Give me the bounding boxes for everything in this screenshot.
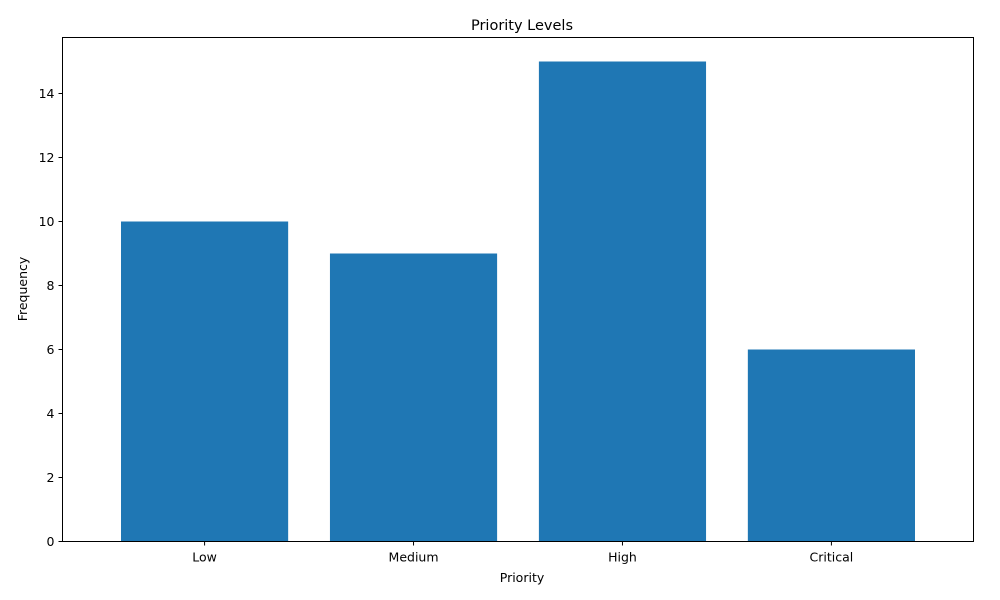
chart-title: Priority Levels bbox=[471, 18, 573, 34]
y-axis-ticks: 0 2 4 6 8 10 12 14 bbox=[39, 86, 63, 549]
y-tick-label: 0 bbox=[47, 534, 55, 549]
plot-area-frame bbox=[62, 37, 974, 542]
bar-medium bbox=[329, 253, 498, 542]
y-axis-label: Frequency bbox=[15, 256, 30, 321]
y-tick-label: 2 bbox=[47, 470, 55, 485]
y-tick-label: 12 bbox=[39, 150, 55, 165]
y-tick-label: 4 bbox=[47, 406, 55, 421]
x-tick-label: Critical bbox=[810, 550, 854, 565]
x-tick-label: Medium bbox=[389, 550, 439, 565]
x-axis-label: Priority bbox=[500, 570, 545, 585]
y-tick-label: 8 bbox=[47, 278, 55, 293]
bar-high bbox=[538, 61, 707, 542]
bar-low bbox=[121, 221, 289, 542]
bars-group bbox=[121, 61, 915, 542]
bar-critical bbox=[747, 349, 915, 542]
y-tick-label: 10 bbox=[39, 214, 55, 229]
y-tick-label: 6 bbox=[47, 342, 55, 357]
x-tick-label: Low bbox=[192, 550, 217, 565]
x-axis-ticks: Low Medium High Critical bbox=[192, 541, 854, 565]
y-tick-label: 14 bbox=[39, 86, 55, 101]
x-tick-label: High bbox=[608, 550, 637, 565]
